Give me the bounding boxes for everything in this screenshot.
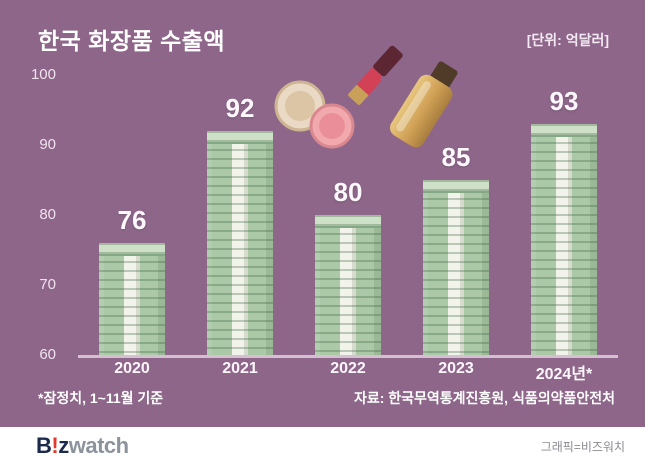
money-strap [448,180,464,355]
bar-group: 92 [186,75,294,355]
bar-group: 80 [294,75,402,355]
bar-value-label: 85 [441,142,471,172]
x-axis-label: 2022 [330,360,366,377]
cosmetics-illustration [274,45,458,149]
money-bar [99,243,165,355]
chart-title: 한국 화장품 수출액 [38,28,226,54]
bar-top-cap [315,215,381,228]
bar-value-label: 76 [117,205,147,235]
money-bar [315,215,381,355]
x-axis-label: 2023 [438,360,474,377]
x-axis-label: 2024년* [535,366,593,383]
money-strap [340,215,356,355]
y-axis-label: 90 [39,136,56,153]
footnotes-row: *잠정치, 1~11월 기준 자료: 한국무역통계진흥원, 식품의약품안전처 [0,388,645,408]
gold-bottle-icon [389,61,458,148]
footer-bar: B!zwatch 그래픽=비즈워치 [0,427,645,465]
bar-top-cap [99,243,165,256]
unit-label: [단위: 억달러] [526,32,609,48]
logo-letter-z: z [58,433,69,458]
footnote-provisional: *잠정치, 1~11월 기준 [38,390,164,406]
x-axis-label: 2021 [222,360,258,377]
blush-icon [309,103,355,149]
bar-top-cap [531,124,597,137]
money-bar [423,180,489,355]
footnote-source: 자료: 한국무역통계진흥원, 식품의약품안전처 [353,390,615,406]
bar-value-label: 93 [549,86,579,116]
x-axis-label: 2020 [114,360,150,377]
bar-value-label: 80 [333,177,363,207]
y-axis-label: 100 [30,66,56,83]
bar-group: 76 [78,75,186,355]
bar-top-cap [423,180,489,193]
bar-group: 93 [510,75,618,355]
y-axis-label: 80 [39,206,56,223]
money-bar [207,131,273,355]
x-axis: 2020 2021 2022 2023 2024년* [78,360,618,384]
money-strap [556,124,572,355]
bar-value-label: 92 [225,93,255,123]
logo-watch: watch [68,433,129,458]
money-strap [124,243,140,355]
lipstick-icon [348,45,403,105]
plot-area: 76 92 80 85 93 [78,75,618,358]
logo-exclamation: ! [51,433,59,458]
logo-letter-b: B [36,433,52,458]
money-bar [531,124,597,355]
bar-group: 85 [402,75,510,355]
y-axis: 100 90 80 70 60 [0,66,64,363]
credit-text: 그래픽=비즈워치 [540,439,625,454]
y-axis-label: 70 [39,276,56,293]
money-strap [232,131,248,355]
bizwatch-logo: B!zwatch [36,435,129,457]
y-axis-label: 60 [39,346,56,363]
